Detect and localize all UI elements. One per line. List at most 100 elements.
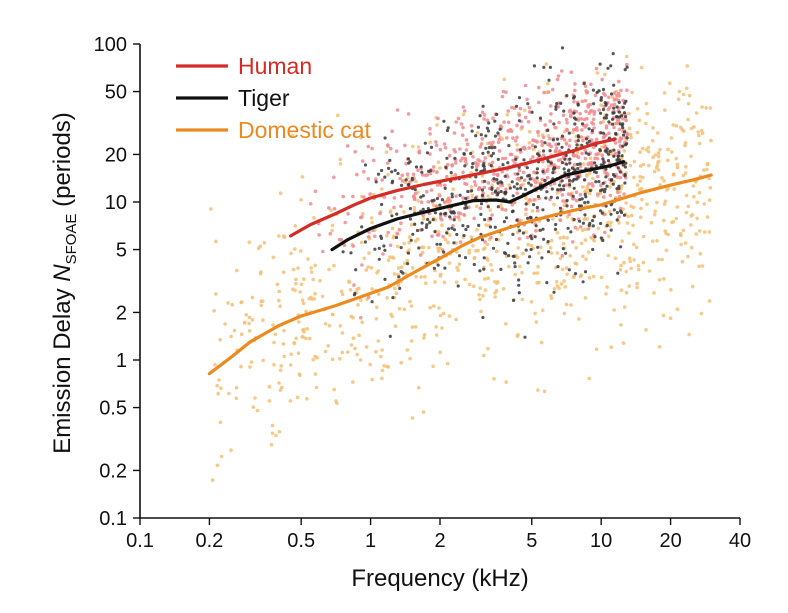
scatter-point-tiger bbox=[390, 170, 394, 174]
scatter-point-human bbox=[500, 156, 505, 161]
scatter-point-tiger bbox=[622, 111, 627, 115]
scatter-point-human bbox=[578, 225, 583, 229]
scatter-point-domestic-cat bbox=[579, 241, 584, 246]
scatter-point-domestic-cat bbox=[513, 272, 517, 277]
scatter-point-domestic-cat bbox=[675, 162, 680, 167]
scatter-point-human bbox=[576, 155, 581, 160]
scatter-point-domestic-cat bbox=[678, 231, 683, 236]
scatter-point-tiger bbox=[397, 275, 401, 279]
scatter-point-human bbox=[504, 90, 508, 94]
scatter-point-tiger bbox=[450, 195, 454, 199]
scatter-point-human bbox=[625, 88, 629, 92]
scatter-point-domestic-cat bbox=[606, 234, 611, 239]
scatter-point-human bbox=[531, 138, 535, 142]
scatter-point-tiger bbox=[555, 196, 560, 200]
scatter-point-human bbox=[519, 183, 523, 188]
y-tick-label: 1 bbox=[116, 350, 127, 372]
scatter-point-domestic-cat bbox=[552, 287, 557, 291]
scatter-point-tiger bbox=[612, 106, 616, 110]
scatter-point-tiger bbox=[450, 226, 454, 230]
scatter-point-domestic-cat bbox=[421, 410, 426, 414]
scatter-point-human bbox=[510, 105, 514, 110]
scatter-point-human bbox=[392, 205, 396, 210]
scatter-point-tiger bbox=[563, 157, 567, 161]
scatter-point-tiger bbox=[560, 134, 565, 138]
x-tick-label: 10 bbox=[590, 530, 612, 552]
scatter-point-domestic-cat bbox=[516, 246, 520, 250]
scatter-point-domestic-cat bbox=[391, 235, 396, 240]
scatter-point-human bbox=[400, 173, 405, 178]
scatter-point-tiger bbox=[541, 227, 545, 231]
scatter-point-domestic-cat bbox=[565, 272, 569, 277]
scatter-point-tiger bbox=[515, 187, 519, 191]
scatter-point-domestic-cat bbox=[596, 226, 601, 231]
scatter-point-human bbox=[513, 139, 518, 143]
scatter-point-domestic-cat bbox=[666, 158, 670, 163]
scatter-point-domestic-cat bbox=[655, 163, 660, 168]
scatter-point-tiger bbox=[383, 175, 387, 179]
scatter-point-human bbox=[328, 231, 333, 236]
scatter-point-human bbox=[595, 156, 600, 161]
scatter-point-domestic-cat bbox=[618, 268, 623, 272]
scatter-point-domestic-cat bbox=[484, 223, 489, 227]
scatter-point-tiger bbox=[495, 178, 499, 182]
scatter-point-tiger bbox=[503, 174, 507, 178]
scatter-point-human bbox=[562, 138, 567, 142]
scatter-point-tiger bbox=[512, 254, 516, 258]
scatter-point-human bbox=[397, 227, 402, 232]
scatter-point-tiger bbox=[410, 176, 414, 180]
scatter-point-tiger bbox=[545, 190, 549, 194]
scatter-point-human bbox=[434, 143, 439, 148]
scatter-point-tiger bbox=[432, 266, 436, 270]
scatter-point-domestic-cat bbox=[278, 304, 282, 309]
scatter-point-tiger bbox=[448, 215, 452, 219]
scatter-point-domestic-cat bbox=[632, 242, 636, 247]
scatter-point-domestic-cat bbox=[641, 234, 646, 239]
scatter-point-human bbox=[366, 177, 371, 181]
scatter-point-tiger bbox=[600, 211, 604, 215]
scatter-point-tiger bbox=[507, 144, 511, 148]
scatter-point-domestic-cat bbox=[386, 258, 391, 263]
scatter-point-domestic-cat bbox=[357, 286, 361, 291]
scatter-point-tiger bbox=[538, 228, 542, 232]
scatter-point-tiger bbox=[452, 218, 456, 222]
scatter-point-domestic-cat bbox=[515, 255, 520, 260]
scatter-point-human bbox=[541, 153, 546, 157]
scatter-point-domestic-cat bbox=[431, 364, 435, 369]
scatter-point-human bbox=[406, 112, 411, 116]
scatter-point-human bbox=[567, 212, 571, 217]
scatter-point-domestic-cat bbox=[332, 387, 337, 392]
scatter-point-domestic-cat bbox=[686, 117, 690, 122]
scatter-point-domestic-cat bbox=[708, 106, 713, 110]
x-axis-ticks: 0.1 0.2 0.5 1 2 5 10 20 40 bbox=[126, 518, 751, 552]
scatter-point-tiger bbox=[535, 205, 539, 210]
scatter-point-domestic-cat bbox=[707, 198, 712, 202]
scatter-point-tiger bbox=[440, 198, 444, 202]
scatter-point-tiger bbox=[510, 180, 514, 184]
scatter-point-human bbox=[581, 138, 585, 143]
scatter-point-tiger bbox=[620, 114, 624, 118]
scatter-point-tiger bbox=[528, 255, 532, 259]
scatter-point-tiger bbox=[494, 189, 498, 193]
scatter-point-domestic-cat bbox=[598, 191, 603, 196]
scatter-point-human bbox=[571, 127, 576, 132]
scatter-point-tiger bbox=[455, 232, 459, 237]
scatter-point-human bbox=[550, 87, 555, 92]
scatter-point-tiger bbox=[443, 186, 447, 190]
scatter-point-human bbox=[465, 142, 470, 146]
scatter-point-human bbox=[443, 183, 447, 188]
scatter-point-human bbox=[395, 108, 400, 112]
scatter-point-domestic-cat bbox=[432, 304, 436, 308]
scatter-point-human bbox=[463, 159, 468, 164]
scatter-point-tiger bbox=[493, 225, 497, 229]
scatter-point-human bbox=[351, 194, 355, 199]
scatter-point-domestic-cat bbox=[374, 317, 379, 321]
scatter-point-domestic-cat bbox=[515, 143, 519, 147]
scatter-point-human bbox=[352, 283, 356, 287]
scatter-point-human bbox=[464, 148, 469, 152]
scatter-point-tiger bbox=[573, 272, 578, 276]
scatter-point-domestic-cat bbox=[631, 223, 635, 228]
scatter-point-domestic-cat bbox=[289, 251, 293, 256]
scatter-point-tiger bbox=[577, 135, 581, 139]
scatter-point-human bbox=[374, 177, 378, 181]
